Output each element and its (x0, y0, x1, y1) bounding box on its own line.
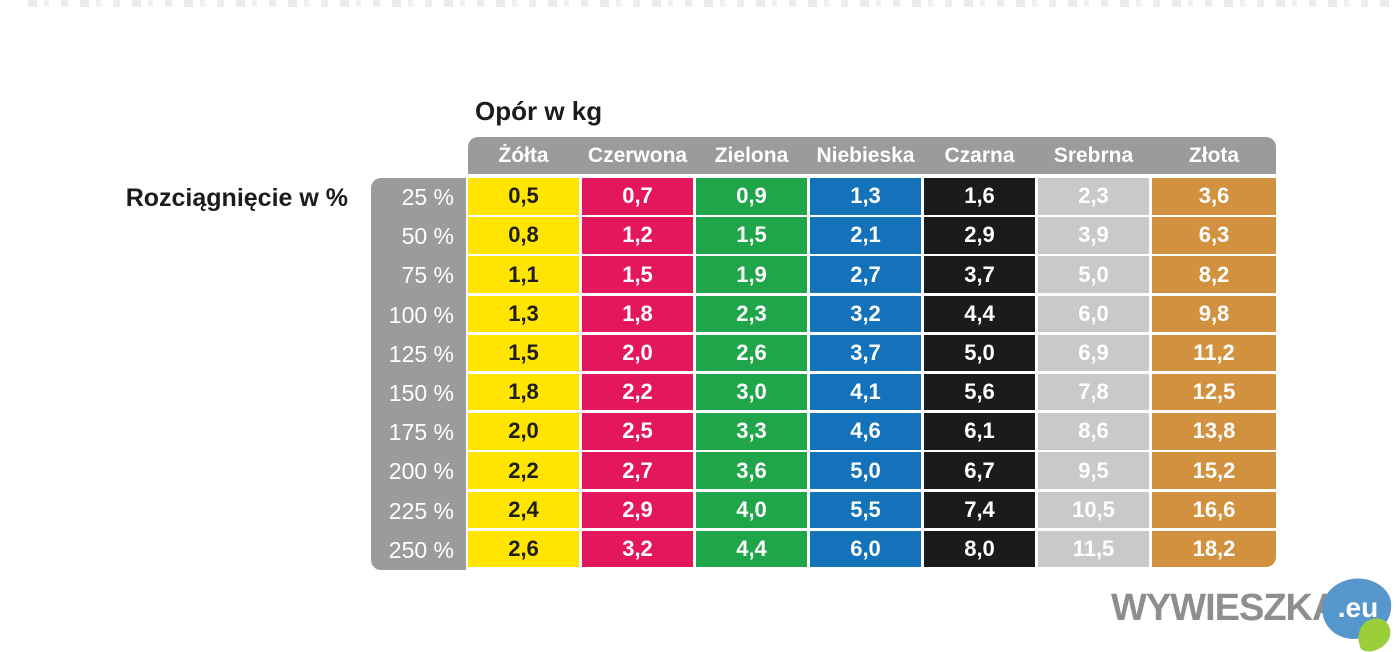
table-cell: 9,5 (1038, 452, 1149, 489)
table-cell: 4,0 (696, 491, 807, 528)
table-cell: 6,1 (924, 413, 1035, 450)
table-cell: 1,5 (582, 256, 693, 293)
column-header: Złota (1188, 143, 1240, 167)
table-cell: 0,7 (582, 178, 693, 215)
table-cell: 1,2 (582, 217, 693, 254)
table-cell: 2,3 (696, 295, 807, 333)
table-cell: 5,0 (1038, 256, 1149, 293)
column-header-bar: Żółta Czerwona Zielona Niebieska Czarna Srebr… (468, 137, 1276, 174)
table-cell: 1,6 (924, 178, 1035, 215)
column-header: Czarna (944, 143, 1015, 167)
table-cell: 2,2 (582, 373, 693, 411)
row-label: 100 % (388, 301, 454, 328)
row-label: 75 % (401, 262, 454, 289)
column-header: Zielona (714, 143, 789, 167)
table-cell: 3,0 (696, 373, 807, 411)
table-cell: 3,7 (924, 256, 1035, 293)
clipped-text-strip (28, 0, 1396, 7)
table-cell: 6,9 (1038, 334, 1149, 372)
table-cell: 15,2 (1152, 452, 1276, 489)
table-cell: 1,9 (696, 256, 807, 293)
watermark-tld-text: .eu (1337, 592, 1379, 623)
table-cell: 5,0 (810, 452, 921, 489)
column-header: Niebieska (816, 143, 915, 167)
table-cell: 0,9 (696, 178, 807, 215)
table-cell: 2,7 (810, 256, 921, 293)
watermark-brand-text: WYWIESZKA (1111, 587, 1339, 629)
row-label: 250 % (388, 536, 454, 563)
table-cell: 5,0 (924, 334, 1035, 372)
table-cell: 2,9 (924, 217, 1035, 254)
table-cell: 4,4 (924, 295, 1035, 333)
table-cell: 7,4 (924, 491, 1035, 528)
column-header: Żółta (498, 143, 549, 167)
table-cell: 4,1 (810, 373, 921, 411)
table-cell: 10,5 (1038, 491, 1149, 528)
row-label: 125 % (388, 340, 454, 367)
table-cell: 12,5 (1152, 373, 1276, 411)
table-cell: 3,3 (696, 413, 807, 450)
table-cell: 2,6 (468, 530, 579, 568)
table-cell: 4,4 (696, 530, 807, 568)
table-cell: 8,6 (1038, 413, 1149, 450)
table-cell: 5,6 (924, 373, 1035, 411)
row-axis-label: Rozciągnięcie w % (125, 184, 348, 212)
table-cell: 3,6 (696, 452, 807, 489)
table-cell: 2,0 (582, 334, 693, 372)
table-cell: 1,8 (582, 295, 693, 333)
row-label: 200 % (388, 458, 454, 485)
table-cell: 6,0 (1038, 295, 1149, 333)
row-label-column: 25 % 50 % 75 % 100 % 125 % 150 % 175 % 200 % 225… (371, 178, 466, 570)
table-cell: 9,8 (1152, 295, 1276, 333)
table-cell: 1,1 (468, 256, 579, 293)
table-cell: 3,7 (810, 334, 921, 372)
column-header: Czerwona (587, 143, 688, 167)
table-cell: 3,2 (582, 530, 693, 568)
row-label: 25 % (401, 184, 454, 211)
resistance-table: 0,5 0,7 0,9 1,3 1,6 2,3 3,6 0,8 1,2 1,5 2,1 2,9 3,9 6… (468, 178, 1276, 570)
row-label: 150 % (388, 380, 454, 407)
column-header: Srebrna (1053, 143, 1134, 167)
table-cell: 6,7 (924, 452, 1035, 489)
table-cell: 1,5 (468, 334, 579, 372)
table-cell: 2,0 (468, 413, 579, 450)
table-cell: 2,7 (582, 452, 693, 489)
table-cell: 3,9 (1038, 217, 1149, 254)
table-cell: 1,3 (810, 178, 921, 215)
table-cell: 2,9 (582, 491, 693, 528)
table-cell: 8,0 (924, 530, 1035, 568)
table-cell: 16,6 (1152, 491, 1276, 528)
table-cell: 2,1 (810, 217, 921, 254)
table-cell: 6,0 (810, 530, 921, 568)
table-cell: 1,3 (468, 295, 579, 333)
row-label: 225 % (388, 497, 454, 524)
table-cell: 2,2 (468, 452, 579, 489)
watermark: WYWIESZKA .eu (1105, 578, 1395, 652)
table-cell: 3,6 (1152, 178, 1276, 215)
table-cell: 3,2 (810, 295, 921, 333)
table-cell: 4,6 (810, 413, 921, 450)
table-cell: 5,5 (810, 491, 921, 528)
table-cell: 7,8 (1038, 373, 1149, 411)
table-cell: 11,2 (1152, 334, 1276, 372)
table-cell: 11,5 (1038, 530, 1149, 568)
table-cell: 18,2 (1152, 530, 1276, 568)
table-cell: 2,6 (696, 334, 807, 372)
watermark-green-teardrop-icon (1358, 618, 1391, 652)
table-cell: 6,3 (1152, 217, 1276, 254)
table-cell: 1,8 (468, 373, 579, 411)
table-cell: 13,8 (1152, 413, 1276, 450)
row-label: 175 % (388, 419, 454, 446)
table-cell: 2,5 (582, 413, 693, 450)
table-cell: 2,4 (468, 491, 579, 528)
table-title: Opór w kg (475, 96, 603, 126)
table-cell: 0,8 (468, 217, 579, 254)
row-label: 50 % (401, 223, 454, 250)
table-cell: 0,5 (468, 178, 579, 215)
table-cell: 8,2 (1152, 256, 1276, 293)
table-cell: 1,5 (696, 217, 807, 254)
table-cell: 2,3 (1038, 178, 1149, 215)
